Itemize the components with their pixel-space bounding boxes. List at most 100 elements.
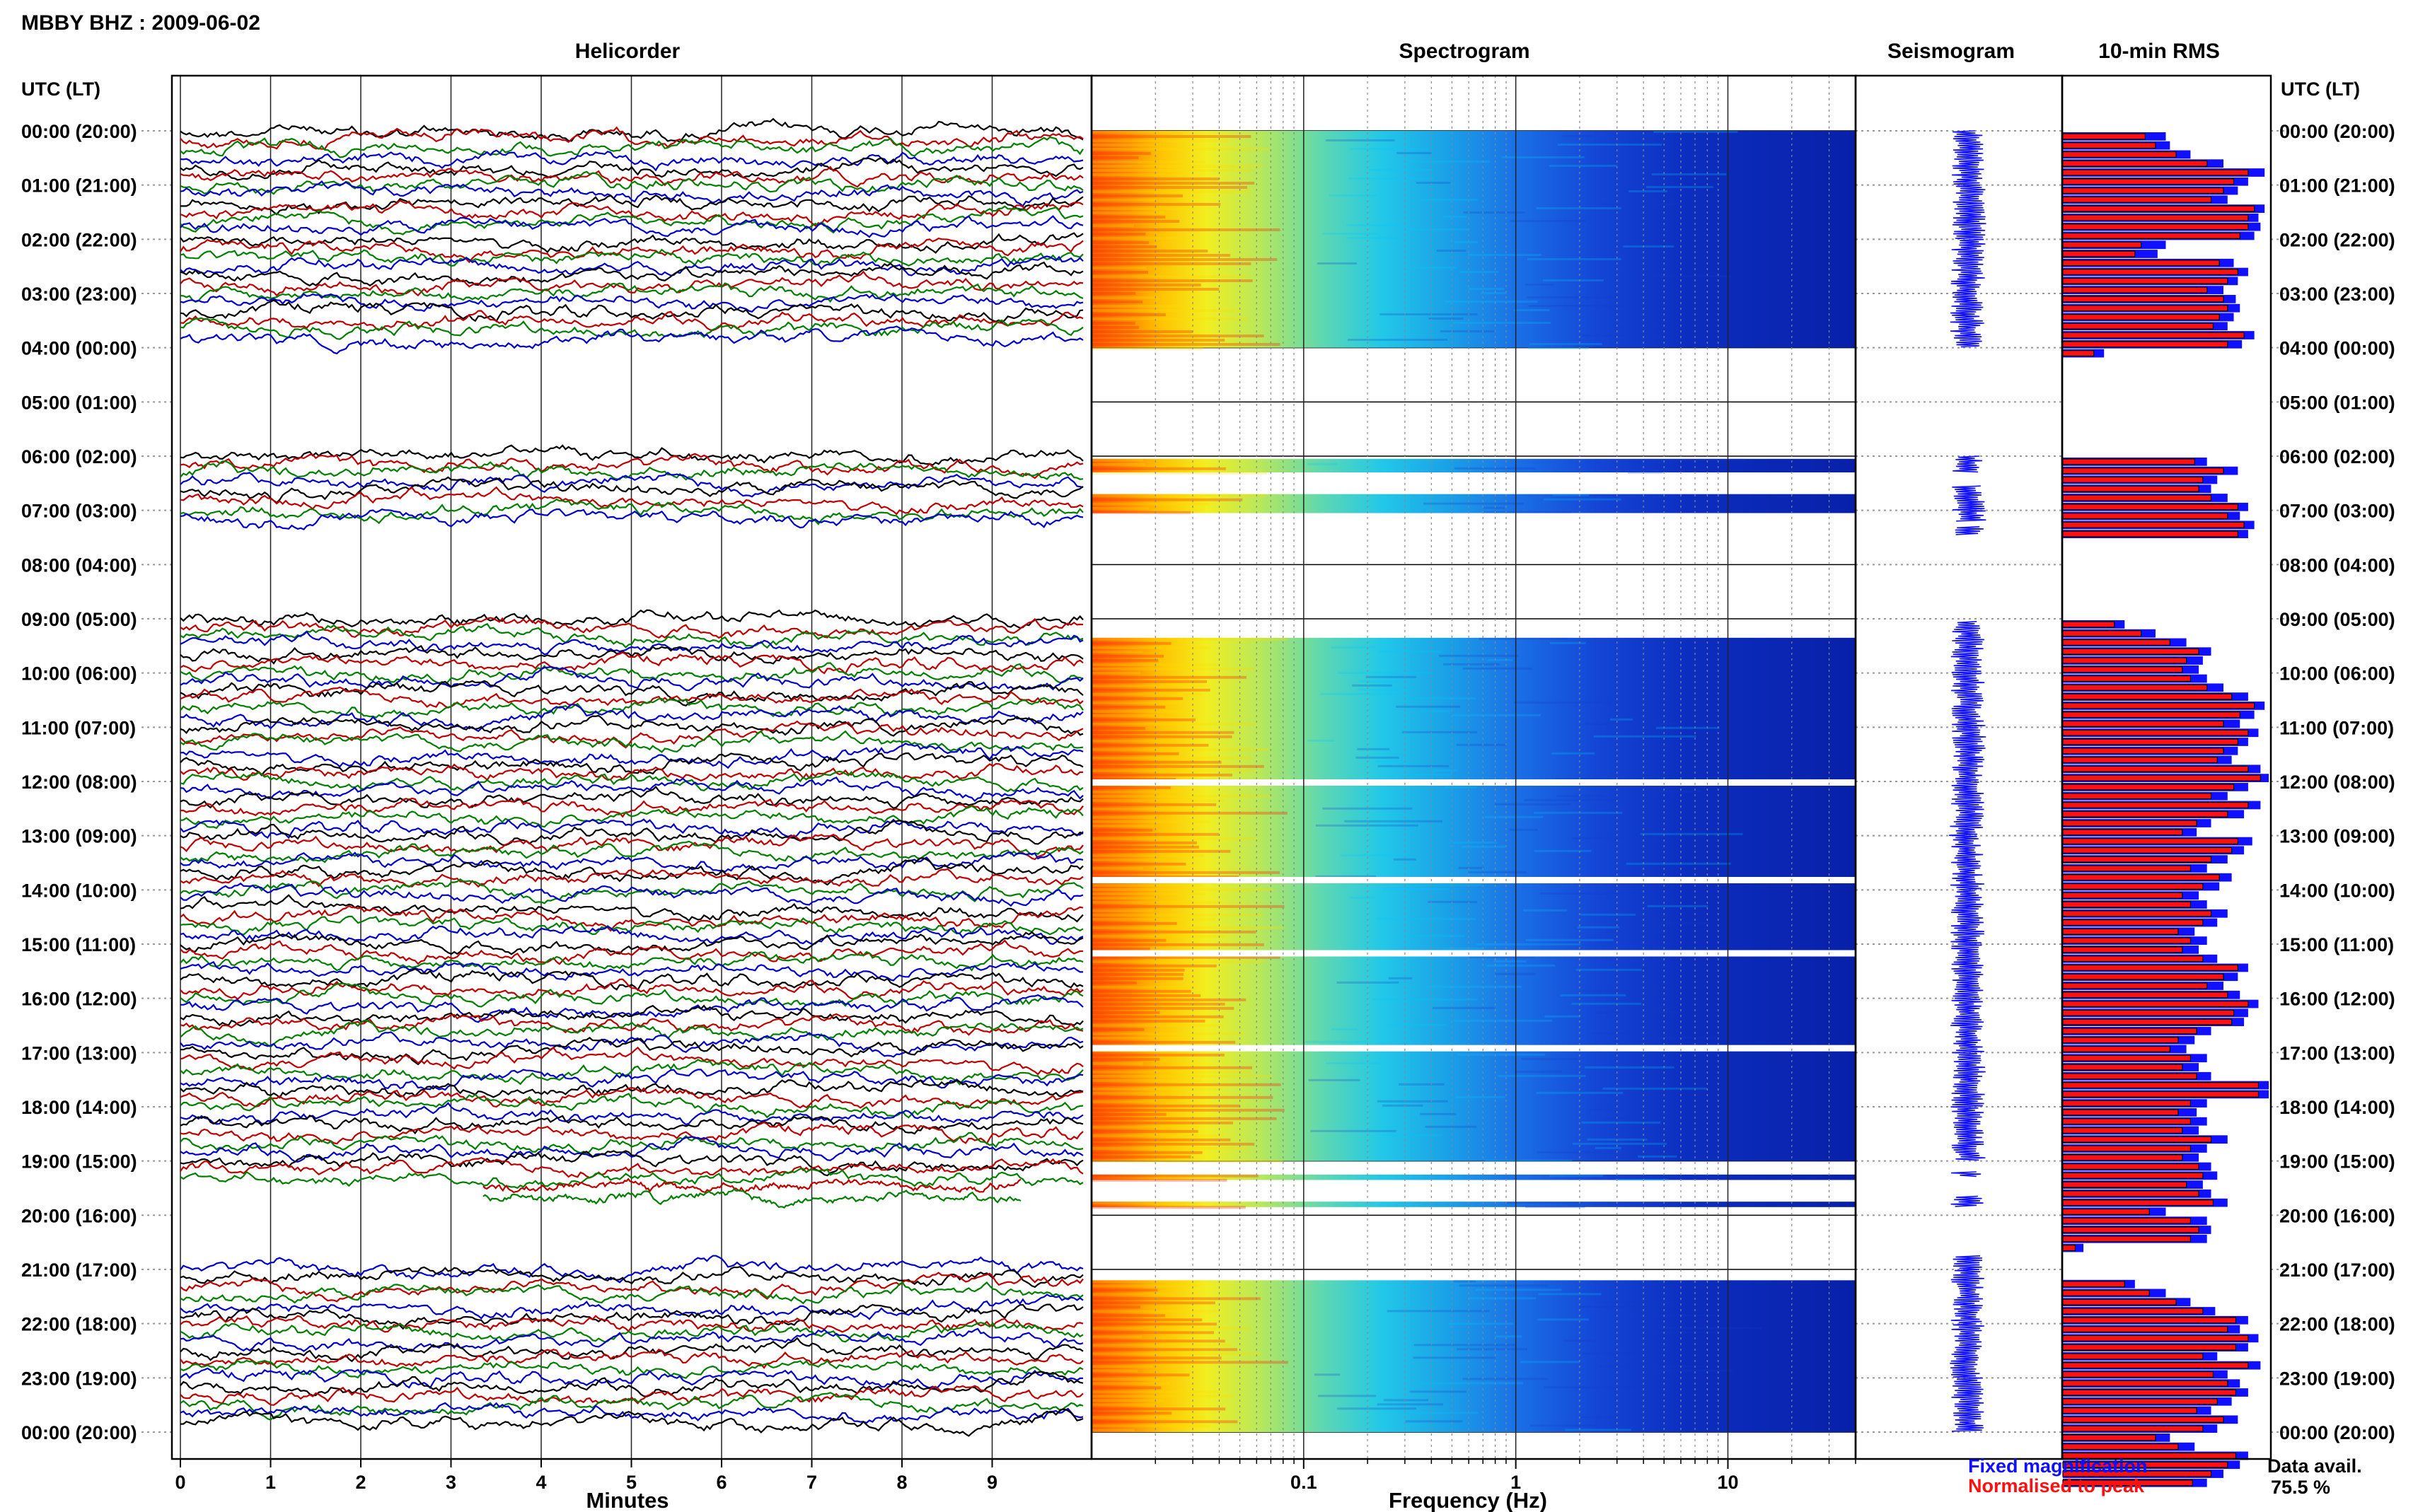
x-tick-label: 4 (536, 1472, 546, 1493)
spectrogram-texture (1092, 1305, 1141, 1309)
spectrogram-block (1092, 1174, 1856, 1180)
rms-bar-normalised (2062, 160, 2208, 167)
spectrogram-texture (1092, 502, 1210, 506)
seismogram-trace (1950, 130, 1986, 348)
spectrogram-texture (1483, 506, 1505, 509)
spectrogram-texture (1092, 1403, 1155, 1407)
rms-bar-normalised (2062, 341, 2228, 348)
spectrogram-texture (1092, 803, 1217, 806)
spectrogram-texture (1092, 692, 1201, 696)
spectrogram-texture (1326, 1062, 1380, 1064)
rms-bar-normalised (2062, 1208, 2150, 1215)
spectrogram-texture (1092, 199, 1155, 202)
rms-bar-normalised (2062, 458, 2195, 465)
helicorder-trace (180, 293, 1084, 313)
spectrogram-texture (1092, 1382, 1171, 1385)
spectrogram-texture (1092, 506, 1149, 510)
spectrogram-texture (1092, 148, 1270, 151)
spectrogram-texture (1350, 148, 1429, 150)
helicorder-trace (180, 215, 1084, 238)
spectrogram-texture (1646, 186, 1713, 188)
spectrogram-texture (1092, 1112, 1167, 1116)
time-label: 06:00 (02:00) (2279, 446, 2395, 467)
legend-fixed-magnification: Fixed magnification (1968, 1455, 2148, 1477)
helicorder-trace (180, 609, 1084, 629)
spectrogram-texture (1458, 866, 1484, 869)
spectrogram-texture (1092, 773, 1232, 777)
spectrogram-texture (1092, 1416, 1205, 1419)
helicorder-trace (180, 1093, 1084, 1119)
spectrogram-texture (1315, 824, 1418, 827)
spectrogram-texture (1092, 1070, 1252, 1074)
spectrogram-texture (1092, 943, 1264, 946)
time-label: 07:00 (03:00) (21, 501, 137, 522)
helicorder-trace (180, 453, 1084, 479)
helicorder-trace (180, 1086, 1084, 1109)
spectrogram-texture (1638, 275, 1731, 277)
spectrogram-texture (1092, 1108, 1285, 1112)
spectrogram-texture (1416, 182, 1451, 184)
spectrogram-texture (1092, 233, 1146, 235)
spectrogram-texture (1515, 1070, 1563, 1073)
spectrogram-texture (1357, 748, 1390, 750)
spectrogram-texture (1543, 498, 1621, 501)
time-label: 23:00 (19:00) (2279, 1368, 2395, 1389)
spectrogram-texture (1575, 968, 1642, 971)
spectrogram-texture (1092, 934, 1227, 938)
spectrogram-texture (1514, 701, 1612, 704)
spectrogram-texture (1350, 896, 1375, 899)
rms-bar-normalised (2062, 982, 2208, 989)
rms-bar-normalised (2062, 1353, 2204, 1360)
spectrogram-texture (1092, 1310, 1220, 1313)
spectrogram-texture (1584, 1066, 1674, 1069)
spectrogram-texture (1418, 1382, 1523, 1385)
spectrogram-texture (1322, 807, 1413, 810)
rms-bar-normalised (2062, 1326, 2228, 1333)
spectrogram-texture (1092, 1289, 1158, 1292)
spectrogram-texture (1092, 1138, 1231, 1141)
spectrogram-texture (1092, 1087, 1223, 1091)
spectrogram-texture (1581, 1121, 1661, 1124)
spectrogram-texture (1092, 1159, 1283, 1163)
spectrogram-texture (1487, 658, 1512, 661)
helicorder-trace (180, 165, 1084, 188)
spectrogram-texture (1092, 930, 1256, 934)
spectrogram-texture (1452, 841, 1498, 844)
x-tick-label: 0.1 (1290, 1472, 1317, 1493)
spectrogram-texture (1393, 858, 1416, 861)
spectrogram-texture (1457, 1053, 1546, 1056)
panel-frames (170, 74, 2272, 1460)
spectrogram-texture (1092, 1390, 1221, 1394)
spectrogram-texture (1510, 220, 1587, 222)
rms-bar-normalised (2062, 621, 2115, 628)
spectrogram-texture (1640, 832, 1743, 835)
spectrogram-texture (1457, 743, 1507, 746)
rms-bar-normalised (2062, 1398, 2218, 1405)
spectrogram-texture (1092, 701, 1181, 704)
rms-bar-normalised (2062, 1054, 2192, 1062)
rms-bar-normalised (2062, 530, 2238, 537)
helicorder-trace (180, 1150, 1084, 1177)
spectrogram-texture (1092, 667, 1256, 670)
spectrogram-texture (1387, 1023, 1447, 1026)
spectrogram-texture (1443, 216, 1467, 218)
time-label: 09:00 (05:00) (2279, 609, 2395, 630)
spectrogram-texture (1092, 977, 1184, 980)
helicorder-trace (180, 1069, 1084, 1091)
spectrogram-texture (1092, 921, 1177, 925)
rms-title: 10-min RMS (2098, 40, 2220, 63)
rms-bar-normalised (2062, 350, 2095, 357)
spectrogram-texture (1638, 1155, 1677, 1158)
spectrogram-texture (1653, 131, 1738, 133)
helicorder-trace (180, 651, 1084, 675)
spectrogram-texture (1092, 262, 1251, 265)
spectrogram-texture (1347, 339, 1448, 341)
spectrogram-texture (1563, 1339, 1595, 1342)
rms-bar-normalised (2062, 1073, 2197, 1080)
time-label: 17:00 (13:00) (21, 1042, 137, 1064)
helicorder-trace (180, 630, 1084, 656)
time-label: 12:00 (08:00) (21, 772, 137, 793)
spectrogram-texture (1092, 926, 1284, 929)
rms-bar-normalised (2062, 1018, 2233, 1025)
time-label: 00:00 (20:00) (2279, 121, 2395, 142)
